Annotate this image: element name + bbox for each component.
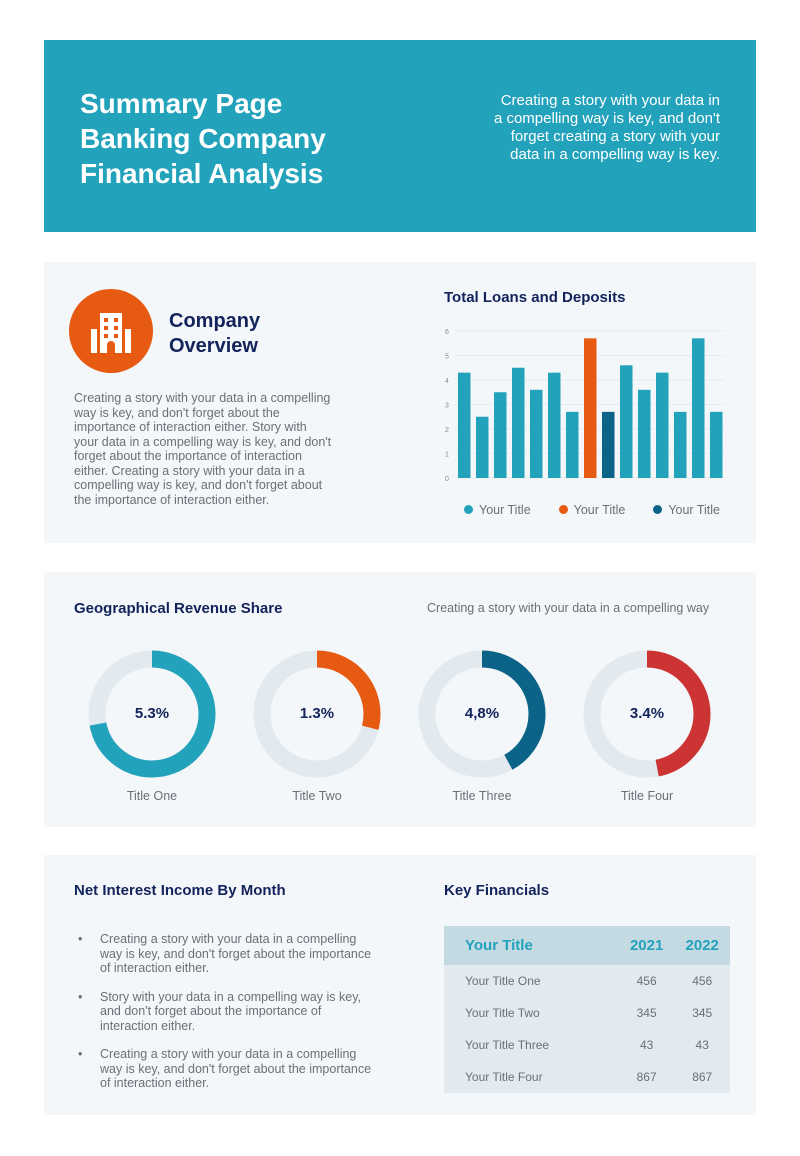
nii-title: Net Interest Income By Month bbox=[74, 882, 286, 899]
legend-dot bbox=[653, 505, 663, 514]
table-row: Your Title Three 43 43 bbox=[444, 1029, 730, 1061]
bar bbox=[656, 372, 669, 478]
legend-item: Your Title bbox=[653, 503, 720, 517]
bar bbox=[692, 338, 705, 478]
table-header: Your Title 2021 2022 bbox=[444, 926, 730, 965]
geo-panel bbox=[44, 572, 756, 827]
donut-label: Title Three bbox=[452, 789, 512, 803]
bar bbox=[494, 392, 507, 478]
cell: 345 bbox=[674, 997, 730, 1029]
legend-label: Your Title bbox=[573, 502, 626, 517]
chart-title: Total Loans and Deposits bbox=[444, 289, 626, 306]
donut-arc bbox=[253, 650, 381, 778]
keyfin-table: Your Title 2021 2022 Your Title One 456 456 … bbox=[444, 926, 730, 1093]
y-tick-label: 4 bbox=[445, 378, 449, 385]
header-banner bbox=[44, 40, 756, 232]
legend-dot bbox=[464, 505, 473, 514]
bullet-item: Story with your data in a compelling way… bbox=[74, 990, 374, 1034]
page-title: Summary Page Banking Company Financial A… bbox=[80, 88, 326, 189]
donut-value: 1.3% bbox=[299, 705, 335, 722]
donut-arc bbox=[583, 650, 711, 778]
donut-chart: 4,8% bbox=[418, 650, 546, 778]
cell: 345 bbox=[618, 997, 675, 1029]
bar bbox=[548, 372, 561, 478]
bar bbox=[458, 372, 471, 478]
donut-arc bbox=[88, 650, 216, 778]
geo-title: Geographical Revenue Share bbox=[74, 600, 283, 617]
bar bbox=[674, 411, 687, 478]
bar bbox=[602, 411, 615, 478]
donut-chart: 5.3% bbox=[88, 650, 216, 778]
geo-subtitle: Creating a story with your data in a com… bbox=[427, 601, 710, 615]
cell: 867 bbox=[618, 1061, 675, 1093]
cell: 43 bbox=[674, 1029, 730, 1061]
nii-bullets: Creating a story with your data in a com… bbox=[74, 932, 374, 1105]
y-tick-label: 3 bbox=[445, 403, 449, 410]
y-tick-label: 5 bbox=[445, 354, 449, 361]
col-header: Your Title bbox=[444, 926, 619, 965]
bar bbox=[584, 338, 597, 478]
legend-item: Your Title bbox=[558, 502, 626, 517]
cell: Your Title Two bbox=[444, 997, 619, 1029]
keyfin-title: Key Financials bbox=[444, 882, 550, 899]
table-row: Your Title Two 345 345 bbox=[444, 997, 730, 1029]
bar bbox=[620, 365, 633, 478]
donut-chart: 1.3% bbox=[253, 650, 381, 778]
donut-value: 4,8% bbox=[464, 705, 500, 722]
cell: Your Title Three bbox=[444, 1029, 619, 1061]
col-header: 2021 bbox=[618, 926, 675, 965]
overview-panel bbox=[44, 262, 756, 543]
cell: 43 bbox=[618, 1029, 675, 1061]
table-row: Your Title Four 867 867 bbox=[444, 1061, 730, 1093]
cell: Your Title Four bbox=[444, 1061, 619, 1093]
col-header: 2022 bbox=[674, 926, 730, 965]
table-row: Your Title One 456 456 bbox=[444, 965, 730, 997]
building-icon bbox=[69, 289, 153, 373]
donut-arc bbox=[418, 650, 546, 778]
donut-label: Title One bbox=[126, 789, 178, 803]
legend-dot bbox=[558, 505, 568, 514]
donut-value: 5.3% bbox=[134, 705, 170, 722]
cell: 456 bbox=[674, 965, 730, 997]
legend-label: Your Title bbox=[668, 502, 720, 517]
legend-item: Your Title bbox=[464, 503, 531, 517]
overview-title: Company Overview bbox=[169, 310, 261, 357]
donut-label: Title Two bbox=[292, 789, 342, 803]
bar-chart: 0 1 2 3 4 5 6 bbox=[445, 329, 725, 483]
bullet-item: Creating a story with your data in a com… bbox=[74, 932, 374, 976]
donut-chart: 3.4% bbox=[583, 650, 711, 778]
chart-legend: Your Title Your Title Your Title bbox=[464, 501, 748, 519]
header-description: Creating a story with your data in a com… bbox=[493, 92, 720, 163]
cell: 867 bbox=[674, 1061, 730, 1093]
bar bbox=[710, 411, 723, 478]
y-tick-label: 2 bbox=[445, 427, 449, 434]
bullet-item: Creating a story with your data in a com… bbox=[74, 1047, 374, 1091]
legend-label: Your Title bbox=[479, 502, 531, 517]
overview-text: Creating a story with your data in a com… bbox=[74, 391, 332, 507]
y-tick-label: 1 bbox=[445, 452, 449, 459]
donut-value: 3.4% bbox=[629, 705, 665, 722]
cell: Your Title One bbox=[444, 965, 619, 997]
y-tick-label: 0 bbox=[445, 476, 449, 483]
bar bbox=[566, 411, 579, 478]
bar bbox=[638, 389, 651, 478]
bar bbox=[476, 416, 489, 478]
cell: 456 bbox=[618, 965, 675, 997]
bar bbox=[512, 367, 525, 478]
bar bbox=[530, 389, 543, 478]
donut-label: Title Four bbox=[620, 789, 674, 803]
y-tick-label: 6 bbox=[445, 329, 449, 336]
